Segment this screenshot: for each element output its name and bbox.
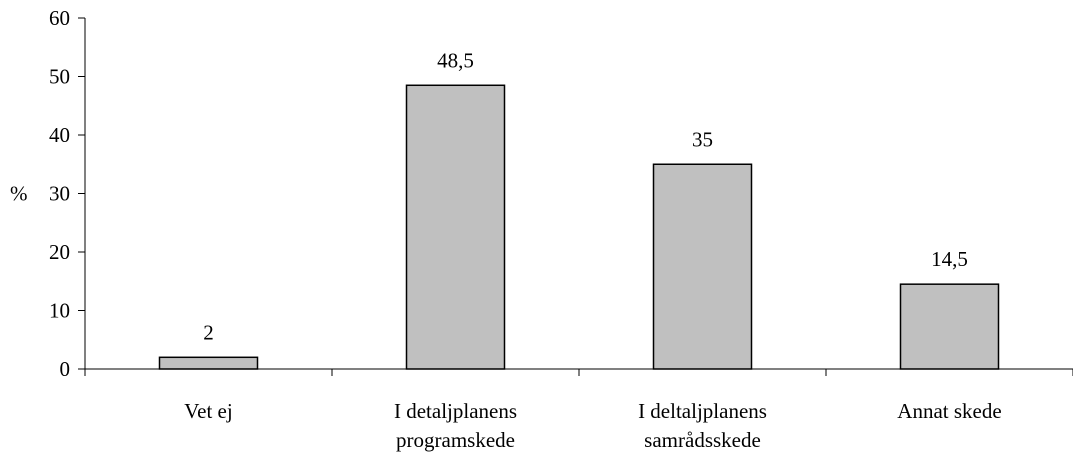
data-label: 2 <box>203 320 214 344</box>
y-tick-label: 10 <box>49 299 70 323</box>
data-label: 48,5 <box>437 48 474 72</box>
x-tick-label: I deltaljplanens <box>638 399 767 423</box>
y-tick-label: 60 <box>49 6 70 30</box>
bar <box>652 163 753 370</box>
y-tick-label: 50 <box>49 65 70 89</box>
bar <box>899 283 1000 370</box>
data-label: 35 <box>692 127 713 151</box>
y-axis-title: % <box>10 182 28 206</box>
x-tick-label: programskede <box>396 428 515 452</box>
y-tick-label: 0 <box>60 357 71 381</box>
x-tick-label: Vet ej <box>184 399 232 423</box>
x-tick-label: samrådsskede <box>644 428 761 452</box>
x-axis: Vet ej I detaljplanens programskede I delta… <box>84 368 1073 452</box>
x-tick-label: I detaljplanens <box>394 399 517 423</box>
y-tick-label: 40 <box>49 123 70 147</box>
x-tick-label: Annat skede <box>897 399 1001 423</box>
data-labels: 2 48,5 35 14,5 <box>203 48 968 344</box>
y-tick-label: 20 <box>49 240 70 264</box>
data-label: 14,5 <box>931 247 968 271</box>
bar <box>405 84 506 370</box>
bars <box>158 84 1000 370</box>
bar <box>158 356 259 370</box>
y-tick-label: 30 <box>49 182 70 206</box>
y-axis: 0 10 20 30 40 50 60 <box>49 6 86 381</box>
